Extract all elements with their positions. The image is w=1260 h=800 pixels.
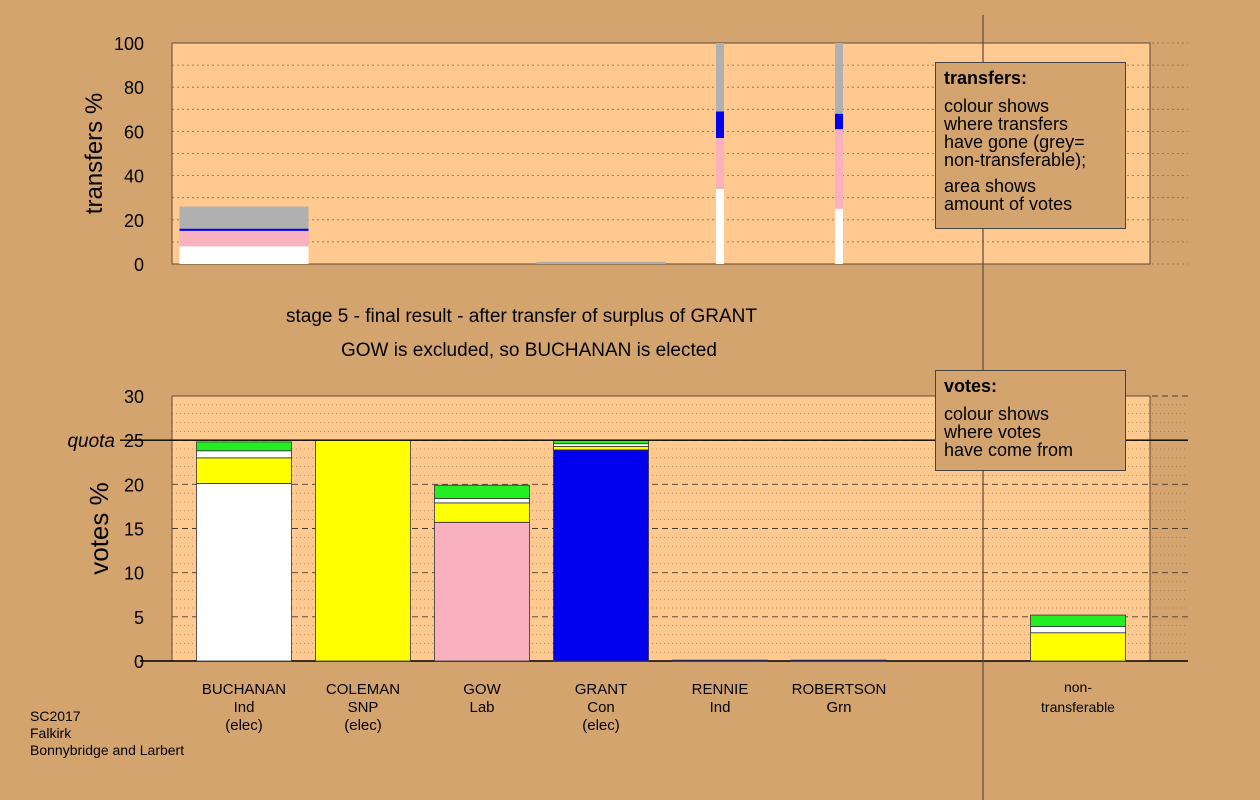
- transfer-segment: [179, 246, 309, 264]
- vote-segment: [1030, 614, 1126, 627]
- vote-segment: [553, 449, 649, 662]
- candidate-party-label: Ind: [710, 699, 731, 716]
- vote-segment: [434, 498, 530, 504]
- transfers-legend-title: transfers:: [944, 68, 1028, 88]
- votes-legend-title: votes:: [944, 376, 998, 396]
- transfers-legend-line: non-transferable);: [944, 150, 1087, 170]
- transfers-legend: transfers: colour shows where transfers …: [935, 62, 1126, 229]
- candidate-party-label: Grn: [826, 699, 851, 716]
- transfer-segment: [179, 230, 309, 247]
- candidate-name-label: GRANT: [575, 681, 628, 698]
- vote-segment: [315, 439, 411, 662]
- vote-segment: [553, 445, 649, 451]
- quota-label: quota: [67, 431, 115, 452]
- footer-council: Falkirk: [30, 725, 72, 741]
- transfers-y-tick-label: 20: [124, 211, 144, 231]
- vote-bar-robertson: [791, 659, 887, 662]
- votes-y-tick-label: 20: [124, 475, 144, 495]
- votes-legend: votes: colour shows where votes have com…: [935, 370, 1126, 471]
- vote-bar-coleman: [315, 439, 411, 662]
- candidate-party-label: Con: [587, 699, 615, 716]
- candidate-name-label: BUCHANAN: [202, 681, 286, 698]
- votes-y-tick-label: 10: [124, 564, 144, 584]
- transfers-legend-line: area shows: [944, 176, 1037, 196]
- transfer-segment: [835, 129, 843, 209]
- candidate-name-label: ROBERTSON: [792, 681, 887, 698]
- vote-segment: [196, 483, 292, 662]
- footer-election: SC2017: [30, 708, 81, 724]
- vote-segment: [1030, 632, 1126, 662]
- footer-info: SC2017 Falkirk Bonnybridge and Larbert: [30, 708, 184, 759]
- transfer-bar-rennie: [716, 43, 724, 264]
- result-caption: GOW is excluded, so BUCHANAN is elected: [341, 340, 717, 361]
- transfer-bar-robertson: [835, 43, 843, 264]
- transfers-y-tick-label: 80: [124, 78, 144, 98]
- candidate-status-label: (elec): [344, 717, 382, 734]
- votes-y-tick-label: 0: [134, 652, 144, 672]
- vote-segment: [434, 484, 530, 499]
- candidate-status-label: (elec): [582, 717, 620, 734]
- votes-legend-line: colour shows: [944, 404, 1050, 424]
- votes-y-tick-label: 30: [124, 387, 144, 407]
- vote-segment: [672, 659, 768, 662]
- transfer-segment: [716, 111, 724, 139]
- candidate-status-label: (elec): [225, 717, 263, 734]
- candidate-name-label: COLEMAN: [326, 681, 400, 698]
- transfers-legend-line: colour shows: [944, 96, 1050, 116]
- nontransferable-label: transferable: [1041, 699, 1115, 715]
- transfer-segment: [835, 113, 843, 130]
- transfers-legend-line: have gone (grey=: [944, 132, 1085, 152]
- transfer-segment: [716, 43, 724, 112]
- transfers-y-tick-label: 100: [114, 34, 144, 54]
- footer-ward: Bonnybridge and Larbert: [30, 742, 185, 758]
- vote-bar-grant: [553, 439, 649, 662]
- vote-bar-buchanan: [196, 441, 292, 662]
- vote-segment: [196, 457, 292, 484]
- transfers-legend-line: amount of votes: [944, 194, 1073, 214]
- transfers-legend-line: where transfers: [944, 114, 1069, 134]
- votes-y-tick-label: 15: [124, 520, 144, 540]
- transfer-segment: [716, 138, 724, 189]
- vote-segment: [434, 502, 530, 523]
- votes-y-tick-label: 25: [124, 431, 144, 451]
- vote-segment: [1030, 626, 1126, 634]
- candidate-party-label: Lab: [469, 699, 494, 716]
- vote-bar-nontransferable: [1030, 614, 1126, 662]
- nontransferable-label: non-: [1064, 679, 1092, 695]
- candidate-party-label: Ind: [234, 699, 255, 716]
- transfer-bar-grant: [536, 261, 666, 264]
- transfer-segment: [179, 206, 309, 229]
- vote-bar-gow: [434, 484, 530, 662]
- vote-bar-rennie: [672, 659, 768, 662]
- transfers-y-tick-label: 40: [124, 167, 144, 187]
- stage-caption: stage 5 - final result - after transfer …: [286, 306, 757, 327]
- candidate-party-label: SNP: [348, 699, 379, 716]
- vote-segment: [196, 441, 292, 452]
- transfers-y-tick-label: 0: [134, 255, 144, 275]
- vote-segment: [196, 450, 292, 459]
- transfer-segment: [536, 261, 666, 264]
- candidate-name-label: GOW: [463, 681, 501, 698]
- transfer-bar-buchanan: [179, 206, 309, 264]
- candidate-name-label: RENNIE: [692, 681, 749, 698]
- transfers-y-tick-label: 60: [124, 122, 144, 142]
- vote-segment: [791, 659, 887, 662]
- vote-segment: [434, 521, 530, 662]
- transfer-segment: [835, 43, 843, 114]
- votes-y-tick-label: 5: [134, 608, 144, 628]
- transfer-segment: [179, 228, 309, 231]
- transfer-segment: [835, 208, 843, 264]
- votes-y-axis-label: votes %: [84, 482, 114, 575]
- transfers-y-axis-label: transfers %: [81, 93, 108, 214]
- votes-legend-line: have come from: [944, 440, 1074, 460]
- votes-legend-line: where votes: [944, 422, 1042, 442]
- transfer-segment: [716, 188, 724, 264]
